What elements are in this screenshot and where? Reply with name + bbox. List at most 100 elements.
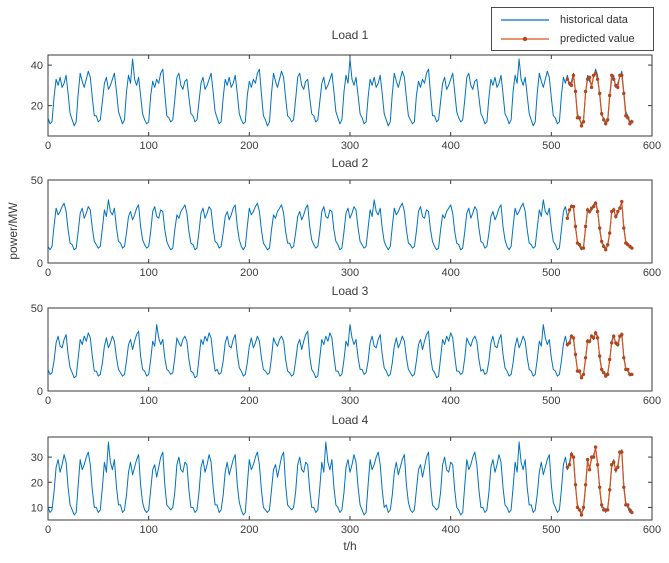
x-tick-label: 0 bbox=[45, 140, 51, 152]
predicted-marker bbox=[598, 485, 602, 489]
predicted-marker bbox=[606, 508, 610, 512]
axes-box bbox=[47, 307, 653, 392]
subplot3-title: Load 3 bbox=[331, 284, 369, 298]
predicted-marker bbox=[587, 468, 592, 472]
predicted-marker bbox=[567, 463, 572, 467]
predicted-marker bbox=[620, 332, 624, 337]
y-tick-label: 50 bbox=[31, 303, 43, 315]
x-tick-label: 200 bbox=[240, 395, 258, 407]
predicted-marker bbox=[587, 75, 592, 80]
predicted-marker bbox=[610, 341, 614, 345]
predicted-marker bbox=[616, 342, 620, 347]
x-tick-label: 100 bbox=[139, 267, 157, 279]
predicted-marker bbox=[626, 116, 630, 120]
x-tick-label: 0 bbox=[45, 524, 51, 536]
x-tick-label: 400 bbox=[441, 140, 459, 152]
predicted-marker bbox=[604, 248, 608, 252]
predicted-marker bbox=[604, 122, 608, 126]
legend-item-predicted-value: predicted value bbox=[499, 30, 653, 48]
y-tick-label: 10 bbox=[31, 502, 43, 514]
predicted-marker bbox=[577, 116, 582, 120]
predicted-marker bbox=[569, 83, 574, 88]
x-tick-label: 100 bbox=[139, 395, 157, 407]
predicted-marker bbox=[602, 371, 606, 375]
historical-line bbox=[47, 199, 633, 251]
x-tick-label: 100 bbox=[139, 140, 157, 152]
predicted-marker bbox=[567, 341, 572, 345]
x-tick-label: 500 bbox=[542, 267, 560, 279]
predicted-marker bbox=[573, 483, 578, 487]
predicted-marker bbox=[579, 376, 584, 380]
predicted-marker bbox=[595, 463, 600, 467]
predicted-marker bbox=[622, 485, 626, 489]
historical-line bbox=[47, 58, 633, 127]
x-tick-label: 200 bbox=[240, 267, 258, 279]
predicted-marker bbox=[595, 77, 600, 82]
predicted-marker bbox=[630, 246, 634, 250]
x-tick-label: 300 bbox=[341, 140, 359, 152]
predicted-marker bbox=[620, 450, 624, 454]
axes-box bbox=[47, 436, 653, 521]
predicted-marker bbox=[626, 367, 630, 372]
predicted-marker bbox=[598, 226, 602, 230]
predicted-marker bbox=[598, 91, 602, 96]
predicted-marker bbox=[602, 244, 606, 249]
predicted-marker bbox=[571, 73, 576, 78]
x-tick-label: 0 bbox=[45, 267, 51, 279]
subplot2-title: Load 2 bbox=[331, 156, 369, 170]
predicted-marker bbox=[612, 334, 616, 338]
predicted-marker bbox=[600, 367, 604, 372]
predicted-marker bbox=[571, 204, 576, 209]
predicted-marker bbox=[573, 352, 578, 357]
predicted-marker bbox=[579, 513, 584, 517]
y-tick-label: 50 bbox=[31, 175, 43, 187]
predicted-marker bbox=[593, 201, 598, 205]
predicted-marker bbox=[608, 231, 612, 235]
predicted-marker bbox=[630, 372, 634, 377]
predicted-marker bbox=[616, 465, 620, 469]
predicted-marker bbox=[630, 510, 634, 515]
predicted-marker bbox=[587, 209, 592, 214]
predicted-marker bbox=[628, 508, 632, 512]
predicted-marker bbox=[591, 204, 596, 209]
predicted-marker bbox=[618, 206, 622, 210]
predicted-marker bbox=[622, 356, 626, 360]
predicted-marker bbox=[571, 336, 576, 340]
predicted-marker bbox=[622, 226, 626, 230]
predicted-marker bbox=[620, 73, 624, 78]
x-tick-label: 200 bbox=[240, 140, 258, 152]
predicted-marker bbox=[567, 208, 572, 212]
predicted-marker bbox=[608, 93, 612, 98]
predicted-marker bbox=[606, 118, 610, 122]
predicted-marker bbox=[612, 460, 616, 464]
x-axis-label: t/h bbox=[343, 539, 357, 553]
legend[interactable]: historical data predicted value bbox=[491, 7, 654, 51]
predicted-marker bbox=[565, 465, 570, 469]
predicted-marker bbox=[608, 488, 612, 492]
x-tick-label: 300 bbox=[341, 267, 359, 279]
predicted-marker bbox=[606, 243, 610, 247]
x-tick-label: 0 bbox=[45, 395, 51, 407]
x-tick-label: 400 bbox=[441, 267, 459, 279]
subplot1-title: Load 1 bbox=[331, 28, 369, 42]
subplot4-title: Load 4 bbox=[331, 413, 369, 427]
x-tick-label: 300 bbox=[341, 524, 359, 536]
predicted-marker bbox=[581, 505, 586, 510]
x-tick-label: 500 bbox=[542, 395, 560, 407]
predicted-marker bbox=[600, 503, 604, 507]
predicted-marker bbox=[626, 503, 630, 507]
y-tick-label: 40 bbox=[31, 60, 43, 72]
x-tick-label: 100 bbox=[139, 524, 157, 536]
predicted-marker bbox=[630, 120, 634, 124]
y-tick-label: 20 bbox=[31, 477, 43, 489]
x-tick-label: 600 bbox=[643, 524, 661, 536]
legend-label-historical: historical data bbox=[560, 13, 628, 26]
x-tick-label: 600 bbox=[643, 140, 661, 152]
x-tick-label: 500 bbox=[542, 524, 560, 536]
predicted-marker bbox=[591, 336, 596, 340]
predicted-marker bbox=[573, 89, 578, 94]
predicted-marker bbox=[593, 331, 598, 335]
predicted-marker bbox=[610, 463, 614, 467]
predicted-marker bbox=[608, 357, 612, 362]
y-tick-label: 20 bbox=[31, 101, 43, 113]
